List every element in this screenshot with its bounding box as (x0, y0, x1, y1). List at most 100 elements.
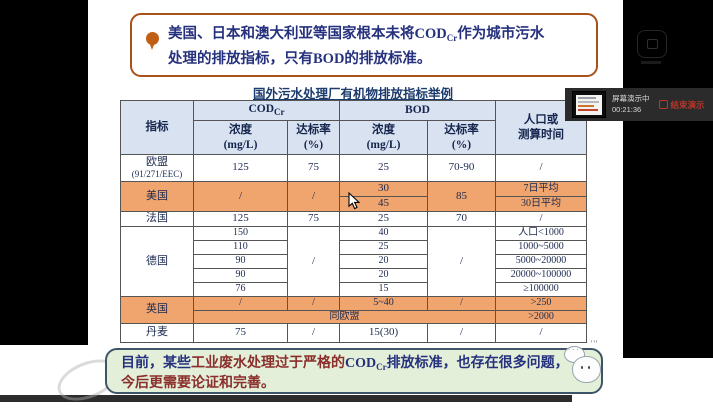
cell: 125 (193, 154, 288, 182)
row-label-germany: 德国 (120, 226, 194, 297)
callout-bottom-seg1: 目前，某些 (121, 356, 191, 371)
table-row-uk-2: 同欧盟 >2000 (121, 309, 588, 324)
cell: / (287, 181, 340, 212)
callout-bottom-seg2: 工业废水处理过于严格的 (191, 356, 345, 371)
col-header-indicator: 指标 (120, 100, 194, 155)
table-row-us-2: 45 30日平均 (121, 196, 588, 212)
cell: 75 (193, 323, 288, 343)
table-row-germany-5: 76 15 ≥100000 (121, 282, 588, 297)
participant-label (641, 61, 661, 64)
table-title: 国外污水处理厂有机物排放指标举例 (252, 87, 453, 101)
cell: 20000~100000 (495, 268, 588, 283)
cell: 25 (339, 240, 428, 255)
row-label-uk: 英国 (120, 296, 194, 324)
callout-bottom-seg4: 今后更需要论证和完善。 (121, 375, 275, 391)
share-status: 屏幕演示中 00:21:36 (612, 94, 650, 116)
cell: 110 (193, 240, 288, 255)
cell: 30 (339, 181, 428, 197)
col-header-bod: BOD (338, 100, 497, 121)
cell: 85 (426, 181, 497, 212)
camera-off-glyph (646, 39, 658, 49)
table-row-france: 法国 125 75 25 70 / (120, 211, 588, 227)
col-header-cod-rate: 达标率 (%) (287, 120, 340, 155)
callout-bottom: 目前，某些工业废水处理过于严格的CODCr排放标准，也存在很多问题， 今后更需要… (105, 348, 603, 394)
share-status-text: 屏幕演示中 (612, 93, 650, 103)
cell: 20 (339, 254, 428, 269)
screen-share-bar: 屏幕演示中 00:21:36 结束演示 (565, 88, 713, 121)
cell: / (287, 226, 340, 297)
cell: 1000~5000 (495, 240, 588, 255)
mouse-cursor-icon (348, 191, 361, 216)
cell: 15(30) (339, 323, 428, 343)
cell: / (495, 211, 588, 227)
col-header-cod: CODCr (193, 100, 340, 121)
col-header-bod-conc: 浓度 (mg/L) (339, 120, 428, 155)
cell: 75 (287, 211, 340, 227)
mascot-sticker: ''' (558, 339, 610, 391)
cell: 5000~20000 (495, 254, 588, 269)
row-label-france: 法国 (120, 211, 194, 227)
row-label-eu: 欧盟 (91/271/EEC) (120, 154, 194, 182)
cell: / (426, 226, 497, 297)
col-header-cod-conc: 浓度 (mg/L) (193, 120, 288, 155)
share-timer: 00:21:36 (612, 104, 642, 114)
cell: / (426, 323, 497, 343)
cell: >2000 (495, 309, 588, 324)
share-thumbnail (572, 91, 606, 118)
cell: 7日平均 (495, 181, 588, 197)
standards-table: 指标 CODCr BOD 人口或 测算时间 浓度 (mg/L) 达标率 (%) 浓度… (120, 100, 588, 343)
cell: >250 (495, 296, 588, 311)
cell: 90 (193, 268, 288, 283)
table-row-uk-1: 英国 / / 5~40 / >250 (120, 296, 588, 324)
row-label-us: 美国 (120, 181, 194, 212)
stop-presenting-label: 结束演示 (670, 99, 705, 110)
cell: 15 (339, 282, 428, 297)
cell: 76 (193, 282, 288, 297)
cell: 70 (426, 211, 497, 227)
callout-top-text-1a: 美国、日本和澳大利亚等国家根本未将COD (168, 26, 447, 42)
cell: 45 (339, 196, 428, 212)
callout-top-text-2: 处理的排放指标，只有BOD的排放标准。 (168, 50, 432, 67)
cell: 20 (339, 268, 428, 283)
cell: 30日平均 (495, 196, 588, 212)
cell: 人口<1000 (495, 226, 588, 241)
cell: / (193, 181, 288, 212)
cell: / (426, 296, 497, 311)
cell: 5~40 (339, 296, 428, 311)
letterbox-left (0, 0, 88, 345)
cell: / (495, 154, 588, 182)
cell: 25 (339, 154, 428, 182)
table-row-us-1: 美国 / / 30 85 7日平均 (120, 181, 588, 212)
cell: 同欧盟 (192, 309, 497, 324)
callout-top-text-1b: 作为城市污水 (457, 26, 545, 42)
callout-top: 美国、日本和澳大利亚等国家根本未将CODCr作为城市污水 处理的排放指标，只有B… (130, 13, 598, 77)
participant-tile-icon (637, 30, 667, 58)
cell: 150 (193, 226, 288, 241)
stop-icon (658, 100, 668, 109)
table-row-eu: 欧盟 (91/271/EEC) 125 75 25 70-90 / (120, 154, 588, 182)
cell: 90 (193, 254, 288, 269)
callout-bottom-seg3a: COD (345, 356, 377, 371)
sticker-ticks: ''' (591, 339, 599, 348)
table-row-denmark: 丹麦 75 / 15(30) / / (120, 323, 588, 343)
row-label-denmark: 丹麦 (120, 323, 194, 343)
drop-bullet-icon (146, 32, 159, 50)
mascot-face (572, 356, 601, 383)
cell: 75 (287, 154, 340, 182)
letterbox-right (623, 0, 713, 358)
cell: / (287, 323, 340, 343)
cell: / (287, 296, 340, 311)
cell: ≥100000 (495, 282, 588, 297)
cod-subscript: Cr (376, 362, 387, 372)
callout-bottom-seg3b: 排放标准，也存在很多问题， (386, 356, 569, 371)
col-header-bod-rate: 达标率 (%) (426, 120, 497, 155)
cell: 125 (193, 211, 288, 227)
player-bottom-bar (0, 395, 572, 402)
cell: / (193, 296, 288, 311)
stop-presenting-button[interactable]: 结束演示 (658, 99, 705, 111)
cell: 40 (339, 226, 428, 241)
cod-subscript: Cr (446, 33, 458, 43)
cell: 70-90 (426, 154, 497, 182)
table-row-germany-1: 德国 150 / 40 / 人口<1000 (120, 226, 588, 297)
cell: / (495, 323, 588, 343)
